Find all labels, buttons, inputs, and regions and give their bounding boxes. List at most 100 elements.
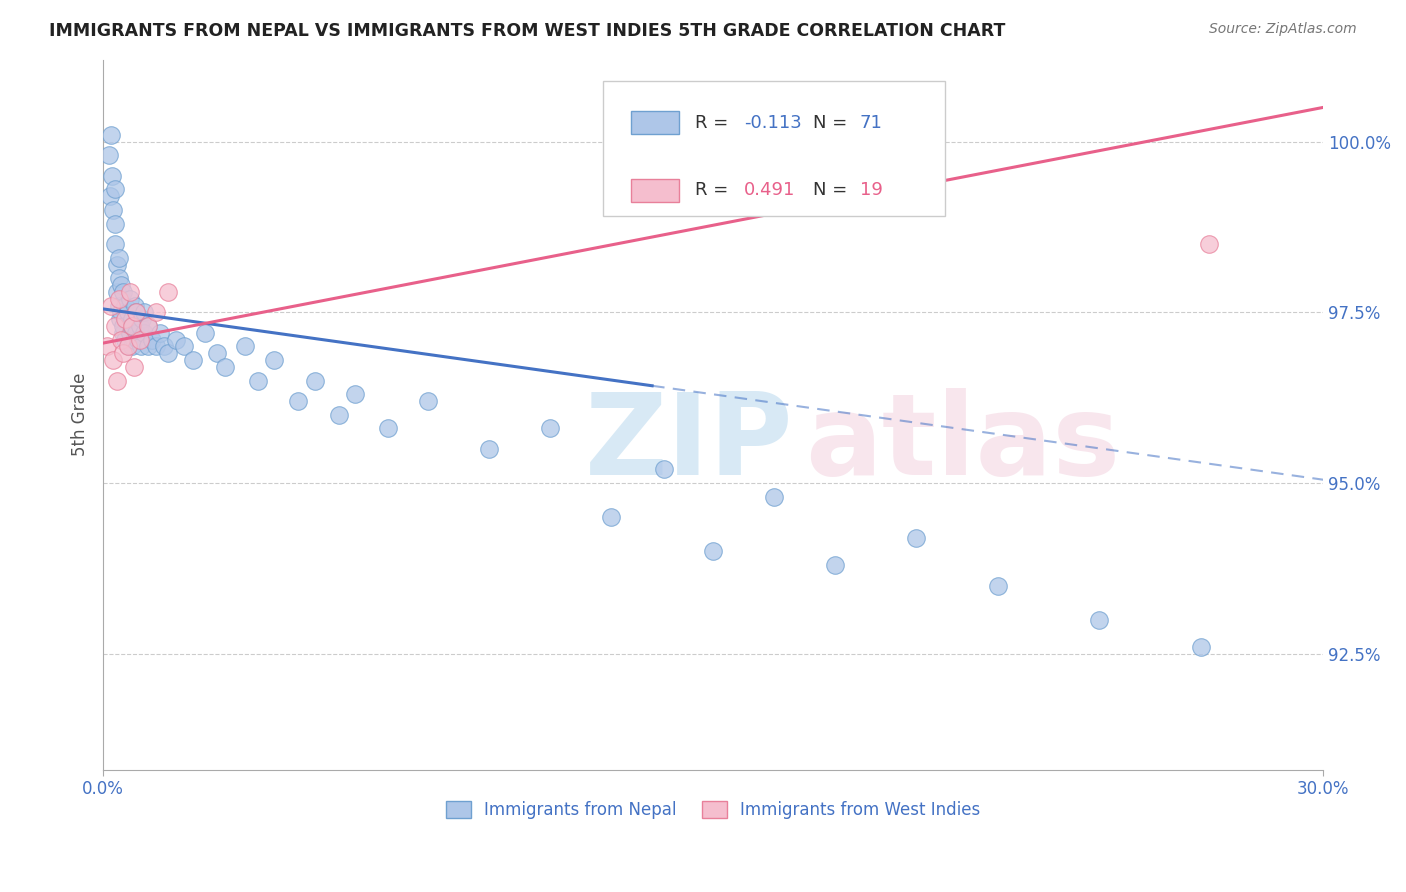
Point [149, 326, 172, 340]
Point [205, 346, 228, 360]
Point [121, 318, 143, 333]
Point [114, 298, 136, 312]
Point [103, 353, 125, 368]
Point [157, 346, 180, 360]
Text: -0.113: -0.113 [744, 114, 801, 132]
Legend: Immigrants from Nepal, Immigrants from West Indies: Immigrants from Nepal, Immigrants from W… [439, 794, 987, 826]
Point [114, 333, 136, 347]
Point [141, 333, 163, 347]
Point [652, 462, 675, 476]
Text: 19: 19 [859, 181, 883, 199]
Point [122, 359, 145, 374]
Point [100, 189, 122, 203]
Point [127, 333, 149, 347]
Point [110, 305, 132, 319]
Point [287, 394, 309, 409]
Point [104, 182, 127, 196]
Point [124, 326, 146, 340]
Point [145, 339, 167, 353]
Point [763, 490, 786, 504]
Point [98, 148, 121, 162]
Point [104, 217, 127, 231]
Point [121, 312, 143, 326]
Point [136, 318, 159, 333]
Text: R =: R = [695, 114, 734, 132]
Point [96, 339, 118, 353]
FancyBboxPatch shape [631, 112, 679, 134]
Point [104, 318, 127, 333]
Point [100, 128, 122, 142]
Point [157, 285, 180, 299]
Point [108, 251, 131, 265]
Point [100, 298, 122, 312]
Point [181, 353, 204, 368]
Point [131, 312, 153, 326]
Point [117, 305, 139, 319]
Point [165, 333, 187, 347]
Point [136, 318, 159, 333]
Point [121, 339, 143, 353]
Point [1088, 613, 1111, 627]
Point [118, 326, 141, 340]
Point [118, 285, 141, 299]
Text: R =: R = [695, 181, 734, 199]
Point [110, 278, 132, 293]
Point [108, 312, 131, 326]
Point [112, 318, 135, 333]
Point [103, 202, 125, 217]
Point [105, 285, 128, 299]
Point [263, 353, 285, 368]
Text: N =: N = [813, 181, 853, 199]
Point [110, 333, 132, 347]
Point [101, 169, 124, 183]
Point [105, 374, 128, 388]
Point [328, 408, 350, 422]
Text: N =: N = [813, 114, 853, 132]
Point [194, 326, 217, 340]
FancyBboxPatch shape [631, 179, 679, 202]
Point [121, 318, 143, 333]
Text: 71: 71 [859, 114, 883, 132]
Point [117, 339, 139, 353]
Point [128, 333, 150, 347]
Point [118, 292, 141, 306]
Point [905, 531, 928, 545]
Point [1189, 640, 1212, 654]
Point [103, 237, 125, 252]
Point [132, 326, 155, 340]
Text: Source: ZipAtlas.com: Source: ZipAtlas.com [1209, 22, 1357, 37]
Point [111, 326, 134, 340]
Point [112, 346, 135, 360]
Point [108, 298, 131, 312]
Text: 0.491: 0.491 [744, 181, 794, 199]
Point [344, 387, 367, 401]
Point [418, 394, 440, 409]
Point [105, 258, 128, 272]
Point [153, 339, 176, 353]
Point [987, 578, 1010, 592]
Text: atlas: atlas [804, 388, 1119, 499]
Point [107, 271, 129, 285]
Point [132, 305, 155, 319]
Point [824, 558, 846, 572]
Text: ZIP: ZIP [585, 388, 793, 499]
Y-axis label: 5th Grade: 5th Grade [72, 373, 89, 457]
Point [304, 374, 326, 388]
Point [702, 544, 724, 558]
Point [246, 374, 269, 388]
Point [117, 339, 139, 353]
Point [128, 318, 150, 333]
Point [124, 305, 146, 319]
Point [124, 298, 146, 312]
Point [478, 442, 501, 456]
Point [214, 359, 236, 374]
Point [122, 333, 145, 347]
Text: IMMIGRANTS FROM NEPAL VS IMMIGRANTS FROM WEST INDIES 5TH GRADE CORRELATION CHART: IMMIGRANTS FROM NEPAL VS IMMIGRANTS FROM… [49, 22, 1005, 40]
Point [235, 339, 257, 353]
Point [129, 339, 152, 353]
Point [124, 305, 146, 319]
Point [145, 305, 167, 319]
Point [377, 421, 399, 435]
Point [114, 312, 136, 326]
Point [540, 421, 562, 435]
